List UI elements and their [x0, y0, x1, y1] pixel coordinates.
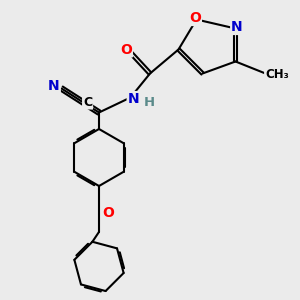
Text: CH₃: CH₃ [265, 68, 289, 82]
Text: N: N [231, 20, 243, 34]
Text: N: N [48, 79, 60, 92]
Text: O: O [102, 206, 114, 220]
Text: O: O [189, 11, 201, 25]
Text: C: C [83, 95, 92, 109]
Text: H: H [143, 96, 155, 110]
Text: N: N [128, 92, 139, 106]
Text: O: O [120, 43, 132, 56]
